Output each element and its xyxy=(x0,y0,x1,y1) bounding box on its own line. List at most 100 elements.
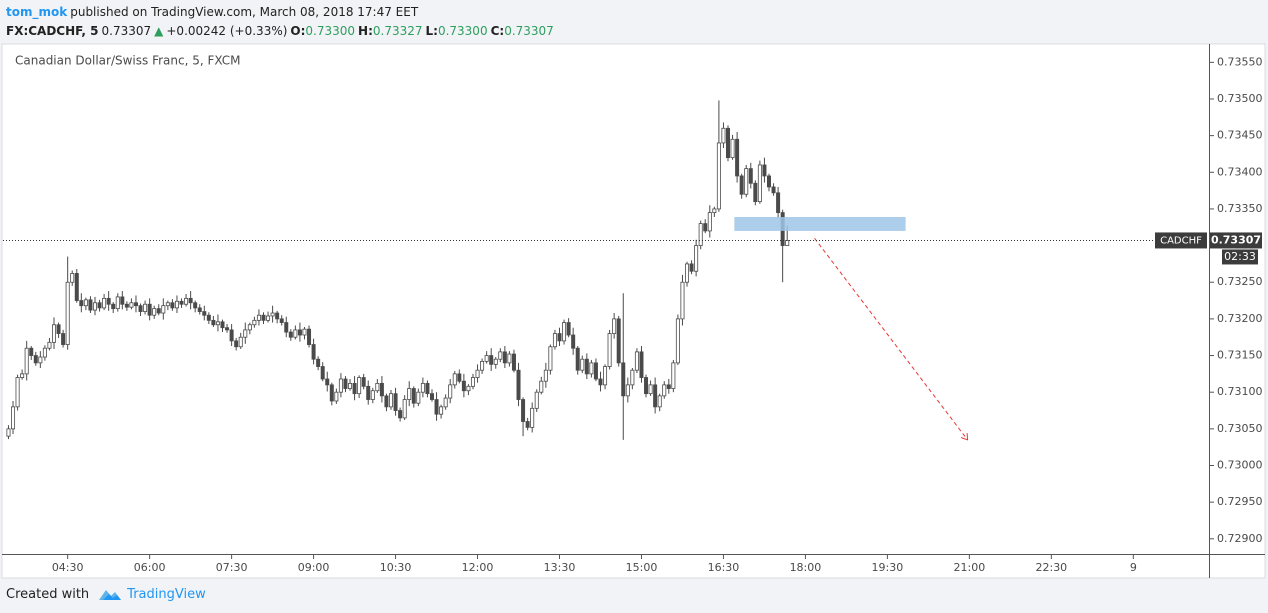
candle-body xyxy=(297,329,302,336)
header-line-2: FX:CADCHF, 5 0.73307 ▲ +0.00242 (+0.33%) O:0… xyxy=(6,22,557,41)
candle-body xyxy=(357,377,362,395)
last-price: 0.73307 xyxy=(101,24,152,38)
candle-body xyxy=(548,346,553,371)
candle-body xyxy=(325,378,330,386)
candle-body xyxy=(307,328,312,345)
candle-body xyxy=(407,388,412,400)
candle-body xyxy=(625,384,630,397)
candle-body xyxy=(580,358,585,371)
candle-body xyxy=(234,340,239,348)
candle-body xyxy=(261,314,266,321)
candle-body xyxy=(552,333,557,348)
candle-body xyxy=(379,382,384,397)
candle-body xyxy=(352,382,357,395)
candle-body xyxy=(47,341,52,349)
x-tick-label: 04:30 xyxy=(52,561,84,574)
y-tick-label: 0.72950 xyxy=(1217,495,1263,508)
footer-brand[interactable]: TradingView xyxy=(127,586,206,602)
logo xyxy=(99,590,122,600)
candle-body xyxy=(662,384,667,397)
candle-body xyxy=(525,421,530,428)
candle-body xyxy=(439,406,444,415)
candle-body xyxy=(165,302,170,307)
candle-body xyxy=(184,297,189,305)
chart-frame xyxy=(1,43,1266,579)
candle-body xyxy=(120,296,125,305)
y-tick-label: 0.73500 xyxy=(1217,92,1263,105)
author[interactable]: tom_mok xyxy=(6,5,68,19)
x-tick-label: 18:00 xyxy=(790,561,822,574)
ohlc-key: O: xyxy=(290,24,306,38)
candle-body xyxy=(762,164,767,177)
candle-body xyxy=(56,324,61,334)
change: +0.00242 (+0.33%) xyxy=(166,24,288,38)
candle-body xyxy=(448,384,453,399)
candle-body xyxy=(689,263,694,272)
candle-body xyxy=(776,192,781,214)
candle-body xyxy=(575,347,580,371)
countdown-box xyxy=(1222,249,1258,265)
candle-body xyxy=(671,362,676,389)
candle-body xyxy=(225,327,230,331)
x-tick-label: 16:30 xyxy=(708,561,740,574)
candle-body xyxy=(348,382,353,389)
candle-body xyxy=(716,142,721,210)
candle-body xyxy=(498,351,503,360)
candle-body xyxy=(293,329,298,338)
candle-body xyxy=(29,347,34,356)
change-arrow: ▲ xyxy=(154,24,164,38)
candle-body xyxy=(685,263,690,283)
x-tick-label: 15:00 xyxy=(626,561,658,574)
header-line-1: tom_mok published on TradingView.com, Mar… xyxy=(6,3,557,22)
candle-body xyxy=(703,223,708,232)
countdown-label: 02:33 xyxy=(1224,250,1256,263)
x-tick-label: 19:30 xyxy=(872,561,904,574)
candle-body xyxy=(721,127,726,144)
candle-body xyxy=(124,303,129,308)
candle-body xyxy=(516,369,521,400)
candle-body xyxy=(20,373,25,378)
candle-body xyxy=(320,366,325,380)
candle-body xyxy=(621,362,626,397)
candle-body xyxy=(461,380,466,392)
candle-body xyxy=(83,299,88,307)
candle-body xyxy=(129,302,134,308)
candle-body xyxy=(115,296,120,310)
chart: Canadian Dollar/Swiss Franc, 5, FXCM 0.7… xyxy=(1,43,1266,579)
candle-body xyxy=(484,355,489,362)
candle-body xyxy=(275,312,280,320)
y-tick-label: 0.72900 xyxy=(1217,532,1263,545)
candle-body xyxy=(102,297,107,309)
candle-body xyxy=(543,369,548,382)
candle-body xyxy=(256,314,261,321)
candle-body xyxy=(61,333,66,345)
candle-body xyxy=(311,344,316,360)
ohlc-value: 0.73300 xyxy=(305,24,356,38)
ohlc-value: 0.73307 xyxy=(504,24,554,38)
candle-body xyxy=(753,182,758,203)
candle-body xyxy=(644,377,649,395)
candle-body xyxy=(607,333,612,367)
footer: Created with TradingView xyxy=(6,586,206,602)
candle-body xyxy=(266,315,271,321)
candle-body xyxy=(694,245,699,272)
candle-body xyxy=(771,186,776,194)
x-tick-label: 09:00 xyxy=(298,561,330,574)
candle-body xyxy=(302,328,307,336)
candle-body xyxy=(562,322,567,342)
x-tick-label: 10:30 xyxy=(380,561,412,574)
candle-body xyxy=(143,303,148,312)
candle-body xyxy=(712,208,717,214)
candle-body xyxy=(534,391,539,409)
candle-body xyxy=(648,384,653,395)
candle-body xyxy=(416,391,421,404)
candle-body xyxy=(675,318,680,364)
ohlc-value: 0.73300 xyxy=(437,24,488,38)
candle-body xyxy=(557,333,562,342)
x-tick-label: 12:00 xyxy=(462,561,494,574)
price-box xyxy=(1210,232,1262,249)
plot xyxy=(6,100,968,439)
candle-body xyxy=(270,312,275,317)
candle-body xyxy=(603,366,608,386)
candle-body xyxy=(375,382,380,392)
